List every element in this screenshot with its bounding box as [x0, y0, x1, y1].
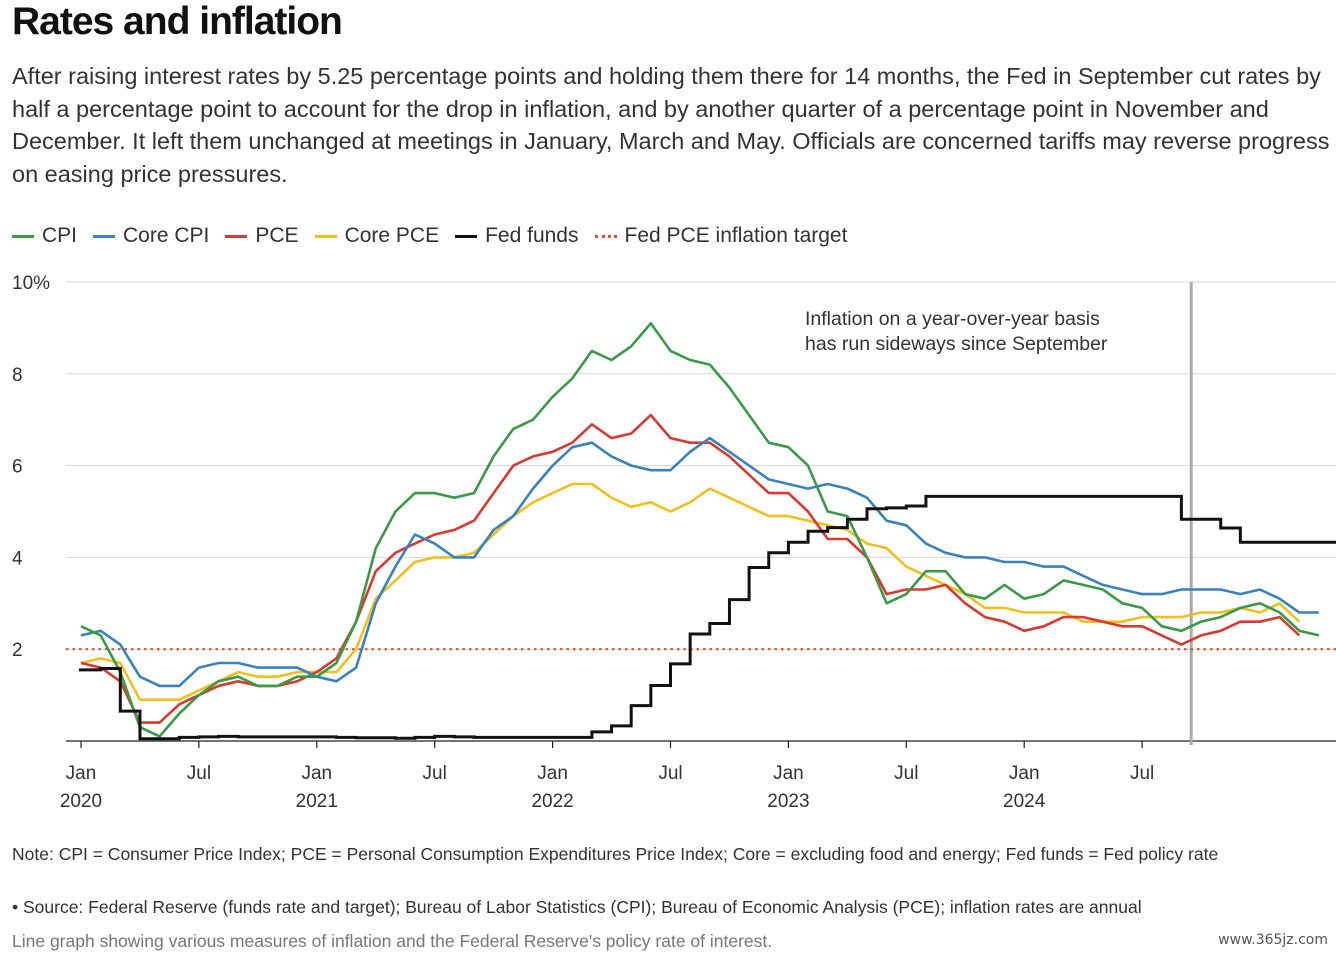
x-tick-label: Jan [537, 763, 568, 784]
x-tick-label: Jul [894, 763, 918, 784]
x-tick-year-label: 2023 [767, 791, 809, 812]
line-chart: 2 4 6 8 10% Jan 2020 Jul Jan 2021 Jul Jan 2022 Jul Jan… [12, 273, 1336, 812]
legend-swatch [12, 234, 34, 238]
chart-source: • Source: Federal Reserve (funds rate an… [12, 897, 1142, 917]
x-tick-year-label: 2022 [531, 791, 573, 812]
alt-text: Line graph showing various measures of i… [12, 931, 773, 951]
y-tick-label: 10% [12, 273, 50, 294]
annotation-text-line2: has run sideways since September [805, 333, 1108, 355]
y-tick-label: 6 [12, 457, 23, 478]
legend-swatch [455, 234, 478, 238]
x-tick-label: Jan [1009, 763, 1040, 784]
legend-swatch [594, 234, 617, 238]
legend-item-fed-funds: Fed funds [455, 224, 579, 248]
legend-item-fed-pce-inflation-target: Fed PCE inflation target [594, 224, 848, 248]
series-core-pce [80, 482, 1301, 701]
x-tick-label: Jan [66, 763, 97, 784]
x-tick-label: Jan [773, 763, 804, 784]
x-tick-year-label: 2021 [296, 791, 338, 812]
chart-note: Note: CPI = Consumer Price Index; PCE = … [12, 844, 1219, 864]
x-tick-year-label: 2020 [60, 791, 102, 812]
annotation-text-line1: Inflation on a year-over-year basis [805, 308, 1100, 330]
series-core-cpi [80, 436, 1319, 688]
legend-item-cpi: CPI [12, 224, 77, 248]
y-tick-label: 2 [12, 640, 23, 661]
x-tick-year-label: 2024 [1003, 791, 1046, 812]
x-tick-label: Jul [658, 763, 682, 784]
y-tick-label: 4 [12, 548, 23, 569]
legend-item-pce: PCE [225, 224, 299, 248]
legend-swatch [225, 234, 248, 238]
watermark: www.365jz.com [1218, 932, 1328, 948]
series-pce [80, 413, 1301, 724]
x-tick-label: Jul [423, 763, 447, 784]
chart-subtitle: After raising interest rates by 5.25 per… [12, 63, 1330, 187]
legend-item-core-pce: Core PCE [314, 224, 440, 248]
legend-swatch [314, 234, 337, 238]
y-tick-label: 8 [12, 365, 23, 386]
legend-item-core-cpi: Core CPI [93, 224, 209, 248]
legend-label: Fed funds [485, 224, 579, 247]
chart-legend: CPI Core CPI PCE Core PCE Fed funds Fed PCE i… [12, 222, 863, 250]
legend-label: Fed PCE inflation target [624, 224, 848, 247]
x-tick-label: Jul [1130, 763, 1154, 784]
legend-label: Core CPI [123, 224, 210, 247]
legend-label: PCE [255, 224, 299, 247]
legend-swatch [93, 234, 116, 238]
series-fed-funds [79, 494, 1336, 741]
series-cpi [80, 322, 1320, 738]
chart-title: Rates and inflation [12, 0, 343, 43]
legend-label: Core PCE [344, 224, 440, 247]
legend-label: CPI [42, 224, 78, 247]
x-tick-label: Jan [301, 763, 332, 784]
x-tick-label: Jul [187, 763, 211, 784]
